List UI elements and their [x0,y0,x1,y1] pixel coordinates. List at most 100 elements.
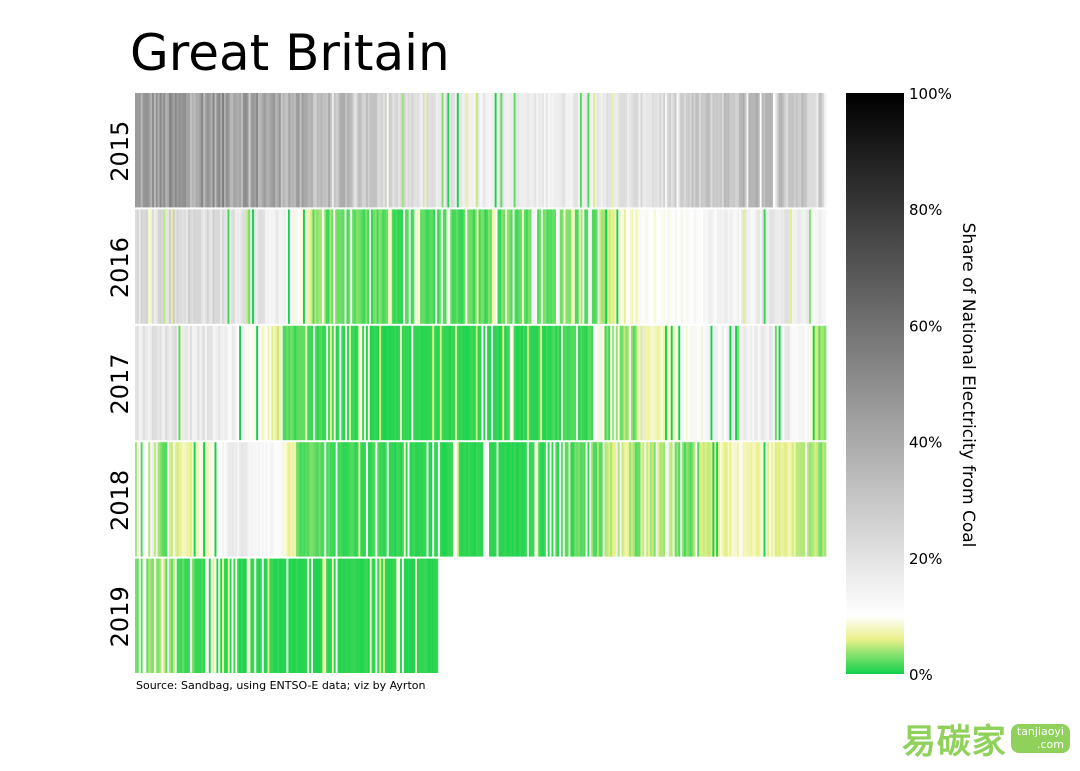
heatmap-cell [275,442,278,557]
heatmap-cell [670,93,673,208]
heatmap-cell [367,325,371,441]
heatmap-cell [347,93,350,208]
heatmap-cell [172,442,176,557]
heatmap-cell [803,325,806,441]
heatmap-cell [716,442,719,557]
heatmap-cell [727,442,730,557]
heatmap-cell [441,442,444,557]
heatmap-cell [565,209,568,324]
heatmap-cell [426,442,429,557]
heatmap-cell [754,442,757,557]
heatmap-cell [401,558,405,673]
heatmap-cell [413,558,416,673]
heatmap-cell [269,209,272,324]
heatmap-cell [135,325,138,441]
heatmap-cell [612,209,615,324]
heatmap-cell [737,209,740,324]
heatmap-cell [398,558,401,673]
heatmap-cell [649,442,653,557]
heatmap-cell [360,558,363,673]
heatmap-cell [257,209,260,324]
heatmap-cell [157,93,160,208]
heatmap-cell [757,442,761,557]
heatmap-cell [763,325,766,441]
heatmap-cell [150,558,153,673]
heatmap-cell [506,325,509,441]
heatmap-cell [814,209,817,324]
heatmap-cell [407,558,410,673]
heatmap-cell [695,209,698,324]
heatmap-cell [180,325,183,441]
heatmap-cell [386,209,389,324]
heatmap-cell [710,325,713,441]
heatmap-cell [581,325,585,441]
heatmap-cell [345,558,348,673]
heatmap-cell [278,209,281,324]
heatmap-cell [786,325,789,441]
heatmap-cell [383,558,386,673]
heatmap-cell [444,209,447,324]
heatmap-cell [716,325,719,441]
heatmap-cell [252,558,255,673]
heatmap-cell [362,325,365,441]
watermark-logo-text: 易碳家 [901,722,1007,762]
heatmap-cell [403,325,407,441]
heatmap-cell [456,442,460,557]
heatmap-cell [136,325,140,441]
watermark-badge: tanjiaoyi .com [1010,724,1070,753]
heatmap-cell [418,209,421,324]
heatmap-cell [793,209,797,324]
heatmap-cell [560,442,564,557]
heatmap-cell [307,558,310,673]
heatmap-cell [335,558,338,673]
heatmap-cell [358,93,361,208]
heatmap-cell [659,93,662,208]
heatmap-cell [265,442,268,557]
heatmap-cell [579,442,583,557]
heatmap-cell [606,209,610,324]
heatmap-cell [653,442,656,557]
heatmap-cell [820,325,823,441]
heatmap-cell [448,209,451,324]
heatmap-cell [714,442,717,557]
heatmap-cell [546,209,549,324]
heatmap-cell [587,93,590,208]
heatmap-cell [498,325,501,441]
heatmap-cell [689,325,692,441]
heatmap-cell [648,93,651,208]
heatmap-cell [267,209,270,324]
heatmap-cell [291,209,294,324]
heatmap-cell [791,442,795,557]
heatmap-cell [193,442,196,557]
heatmap-cell [308,209,311,324]
heatmap-cell [434,325,437,441]
heatmap-cell [338,209,342,324]
heatmap-cell [701,209,704,324]
heatmap-cell [352,209,355,324]
heatmap-cell [371,325,374,441]
heatmap-cell [165,558,168,673]
heatmap-cell [297,325,301,441]
heatmap-cell [197,442,200,557]
heatmap-cell [288,325,291,441]
heatmap-cell [654,209,657,324]
heatmap-cell [598,93,602,208]
heatmap-cell [178,93,181,208]
heatmap-cell [723,93,727,208]
heatmap-cell [653,93,656,208]
heatmap-cell [674,325,677,441]
heatmap-cell [396,442,399,557]
heatmap-cell [515,325,518,441]
heatmap-cell [411,325,414,441]
heatmap-cell [275,325,278,441]
heatmap-cell [282,442,285,557]
heatmap-cell [776,93,780,208]
heatmap-cell [625,209,629,324]
heatmap-cell [551,93,554,208]
heatmap-cell [492,93,496,208]
heatmap-cell [554,209,557,324]
heatmap-cell [227,442,230,557]
heatmap-cell [299,442,302,557]
heatmap-cell [803,209,806,324]
heatmap-cell [309,442,312,557]
